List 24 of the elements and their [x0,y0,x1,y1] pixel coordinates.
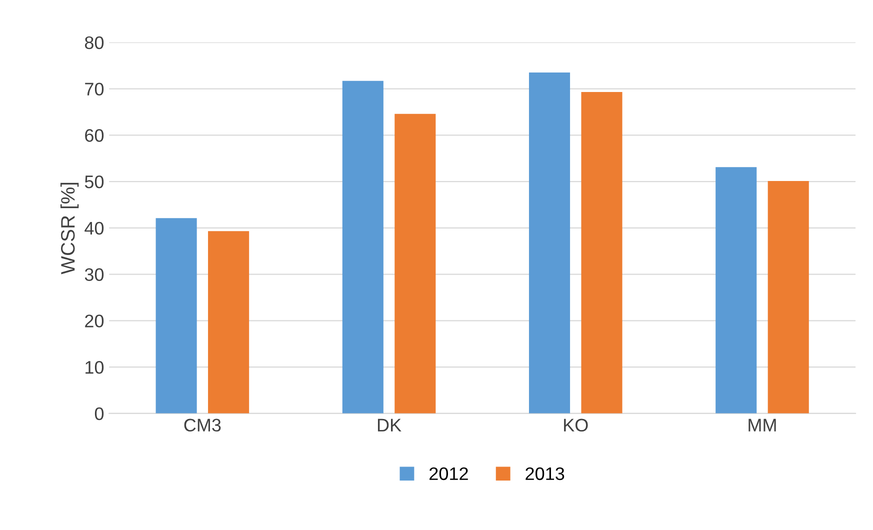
bar [394,114,436,414]
bar [716,167,757,414]
legend-label: 2013 [526,467,564,480]
x-tick-label: MM [748,418,776,432]
x-tick-label: CM3 [184,418,221,432]
bar [342,80,384,414]
y-tick-label: 40 [84,222,104,235]
y-tick-label: 0 [94,407,104,420]
y-tick-label: 10 [86,360,104,374]
bar [156,218,197,414]
y-tick-label: 20 [85,314,104,328]
y-tick-label: 80 [84,36,104,50]
bar [208,231,250,414]
x-tick-label: DK [378,418,402,432]
bar [768,181,809,414]
y-axis-title: WCSR [%] [60,182,79,274]
y-tick-label: 50 [84,175,104,188]
x-tick-label: KO [564,418,588,432]
y-tick-label: 60 [85,129,104,142]
y-tick-label: 30 [84,268,104,281]
bar [581,92,622,414]
y-tick-label: 70 [85,82,104,96]
bar [528,72,570,414]
legend-label: 2012 [430,467,468,480]
